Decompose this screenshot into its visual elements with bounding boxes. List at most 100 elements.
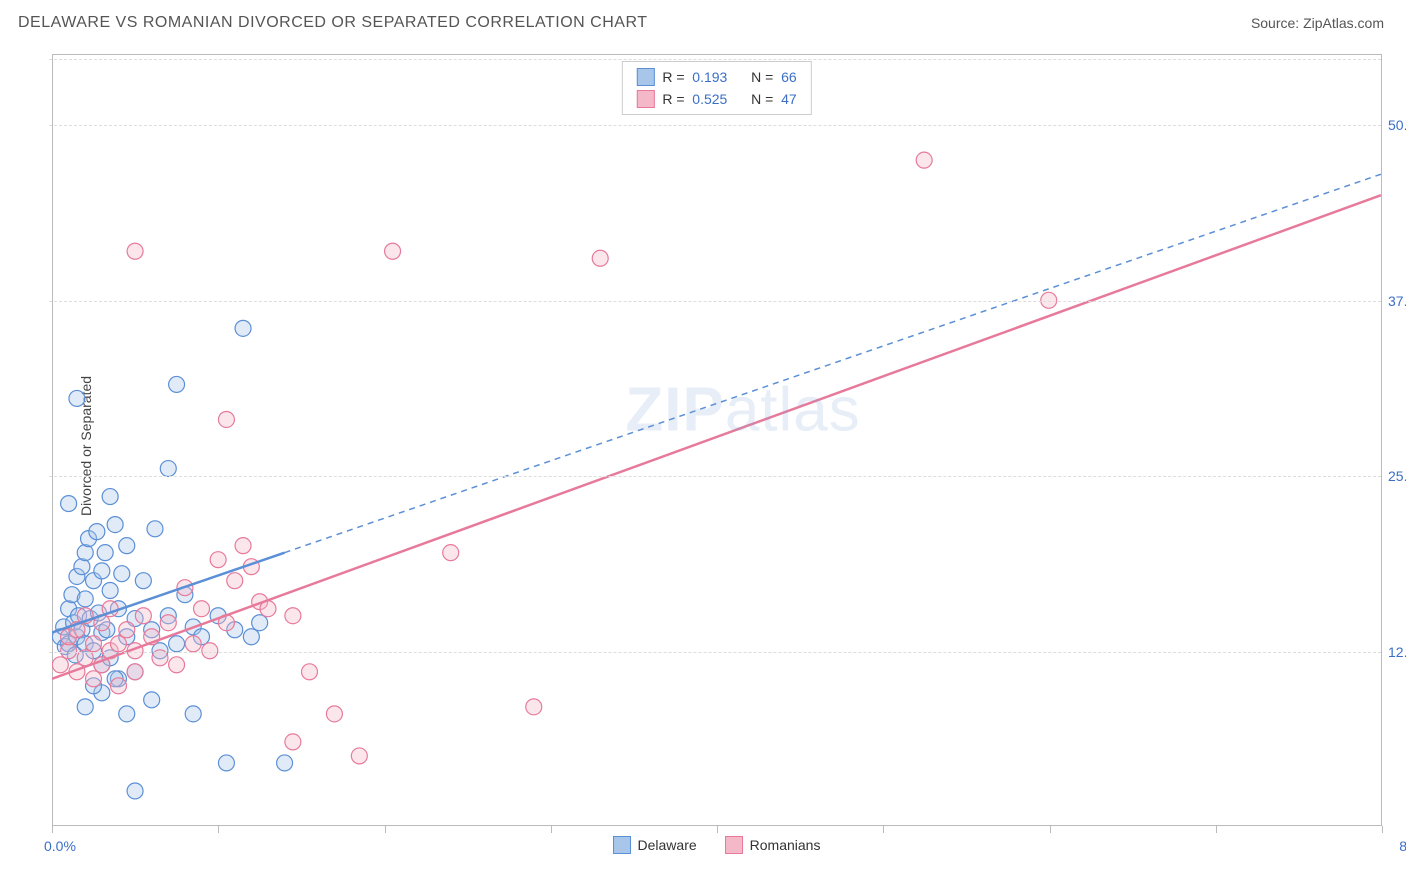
data-point bbox=[69, 390, 85, 406]
source-name: ZipAtlas.com bbox=[1303, 15, 1384, 31]
data-point bbox=[97, 545, 113, 561]
x-axis-min-label: 0.0% bbox=[44, 838, 76, 854]
data-point bbox=[102, 583, 118, 599]
data-point bbox=[52, 657, 68, 673]
x-tick-mark bbox=[883, 826, 884, 833]
data-point bbox=[86, 636, 102, 652]
data-point bbox=[218, 411, 234, 427]
data-point bbox=[135, 573, 151, 589]
data-point bbox=[160, 461, 176, 477]
data-point bbox=[94, 563, 110, 579]
x-tick-mark bbox=[1382, 826, 1383, 833]
data-point bbox=[285, 608, 301, 624]
source-attribution: Source: ZipAtlas.com bbox=[1251, 15, 1384, 31]
source-label: Source: bbox=[1251, 15, 1299, 31]
data-point bbox=[89, 524, 105, 540]
y-gridline bbox=[49, 476, 1381, 477]
data-point bbox=[185, 706, 201, 722]
data-point bbox=[916, 152, 932, 168]
y-gridline bbox=[49, 301, 1381, 302]
n-label: N bbox=[751, 69, 761, 85]
data-point bbox=[169, 636, 185, 652]
data-point bbox=[86, 671, 102, 687]
data-point bbox=[526, 699, 542, 715]
data-point bbox=[185, 636, 201, 652]
data-point bbox=[160, 615, 176, 631]
data-point bbox=[285, 734, 301, 750]
data-point bbox=[77, 699, 93, 715]
trend-line-extrapolated bbox=[285, 174, 1381, 552]
data-point bbox=[147, 521, 163, 537]
y-tick-label: 37.5% bbox=[1388, 293, 1406, 309]
data-point bbox=[107, 517, 123, 533]
y-tick-label: 50.0% bbox=[1388, 117, 1406, 133]
y-gridline bbox=[49, 125, 1381, 126]
scatter-svg bbox=[52, 55, 1381, 826]
data-point bbox=[210, 552, 226, 568]
data-point bbox=[194, 601, 210, 617]
data-point bbox=[443, 545, 459, 561]
data-point bbox=[235, 538, 251, 554]
data-point bbox=[119, 622, 135, 638]
data-point bbox=[74, 559, 90, 575]
data-point bbox=[110, 678, 126, 694]
data-point bbox=[102, 489, 118, 505]
swatch-delaware bbox=[636, 68, 654, 86]
legend-row-romanians: R = 0.525 N = 47 bbox=[636, 88, 796, 110]
x-tick-mark bbox=[551, 826, 552, 833]
data-point bbox=[169, 376, 185, 392]
data-point bbox=[61, 496, 77, 512]
y-tick-label: 25.0% bbox=[1388, 468, 1406, 484]
x-tick-mark bbox=[1216, 826, 1217, 833]
series-legend: Delaware Romanians bbox=[613, 836, 821, 854]
data-point bbox=[351, 748, 367, 764]
data-point bbox=[77, 591, 93, 607]
x-tick-mark bbox=[717, 826, 718, 833]
r-value-delaware: 0.193 bbox=[692, 69, 727, 85]
swatch-romanians bbox=[636, 90, 654, 108]
x-axis-max-label: 80.0% bbox=[1399, 838, 1406, 854]
x-tick-mark bbox=[385, 826, 386, 833]
legend-item-delaware: Delaware bbox=[613, 836, 697, 854]
n-value-romanians: 47 bbox=[781, 91, 797, 107]
data-point bbox=[77, 545, 93, 561]
data-point bbox=[110, 636, 126, 652]
data-point bbox=[385, 243, 401, 259]
x-tick-mark bbox=[52, 826, 53, 833]
y-gridline bbox=[49, 652, 1381, 653]
legend-label-delaware: Delaware bbox=[638, 837, 697, 853]
n-value-delaware: 66 bbox=[781, 69, 797, 85]
data-point bbox=[252, 615, 268, 631]
data-point bbox=[227, 573, 243, 589]
r-label: R bbox=[662, 69, 672, 85]
data-point bbox=[169, 657, 185, 673]
x-tick-mark bbox=[1050, 826, 1051, 833]
x-tick-mark bbox=[218, 826, 219, 833]
chart-plot-area: ZIPatlas 12.5%25.0%37.5%50.0% 0.0% 80.0%… bbox=[52, 54, 1382, 826]
swatch-delaware-bottom bbox=[613, 836, 631, 854]
trend-line bbox=[52, 195, 1381, 679]
data-point bbox=[119, 538, 135, 554]
y-tick-label: 12.5% bbox=[1388, 644, 1406, 660]
data-point bbox=[127, 664, 143, 680]
data-point bbox=[235, 320, 251, 336]
legend-item-romanians: Romanians bbox=[725, 836, 821, 854]
data-point bbox=[127, 783, 143, 799]
data-point bbox=[243, 629, 259, 645]
data-point bbox=[592, 250, 608, 266]
data-point bbox=[127, 243, 143, 259]
data-point bbox=[218, 755, 234, 771]
correlation-legend: R = 0.193 N = 66 R = 0.525 N = 47 bbox=[621, 61, 811, 115]
legend-row-delaware: R = 0.193 N = 66 bbox=[636, 66, 796, 88]
chart-title: DELAWARE VS ROMANIAN DIVORCED OR SEPARAT… bbox=[18, 14, 648, 32]
data-point bbox=[326, 706, 342, 722]
swatch-romanians-bottom bbox=[725, 836, 743, 854]
data-point bbox=[301, 664, 317, 680]
y-gridline bbox=[49, 59, 1381, 60]
data-point bbox=[114, 566, 130, 582]
r-value-romanians: 0.525 bbox=[692, 91, 727, 107]
data-point bbox=[144, 692, 160, 708]
data-point bbox=[119, 706, 135, 722]
data-point bbox=[277, 755, 293, 771]
data-point bbox=[135, 608, 151, 624]
